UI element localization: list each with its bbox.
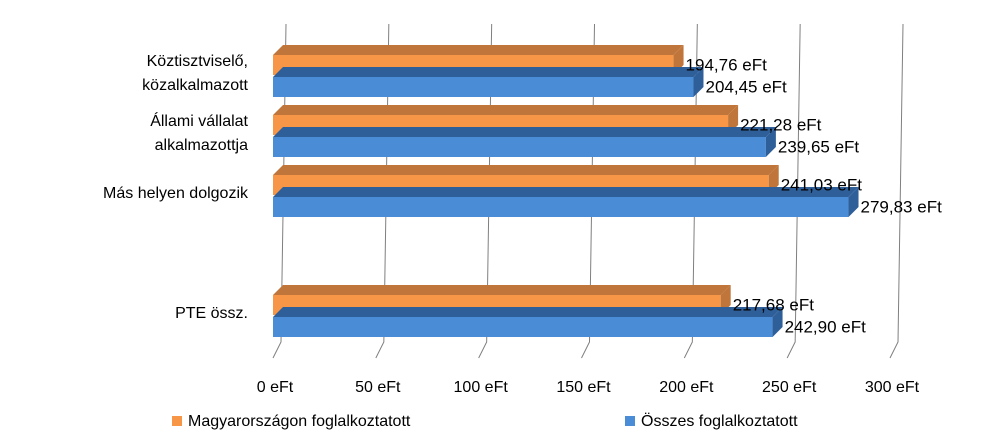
x-tick-label-2: 100 eFt — [454, 379, 509, 396]
data-label-s1-c1: 239,65 eFt — [778, 137, 860, 156]
x-tick-label-0: 0 eFt — [257, 379, 294, 396]
bar-top-s0-c2 — [273, 165, 779, 175]
bar-s1-c4 — [273, 317, 773, 337]
category-label-0-1: közalkalmazott — [142, 77, 248, 94]
data-label-s0-c2: 241,03 eFt — [781, 175, 863, 194]
category-labels: Köztisztviselő, közalkalmazott Állami váll… — [103, 53, 249, 322]
category-label-1-1: alkalmazottja — [155, 137, 248, 154]
bar-top-s0-c4 — [273, 285, 731, 295]
data-label-s1-c4: 242,90 eFt — [785, 317, 867, 336]
data-label-s0-c1: 221,28 eFt — [740, 115, 822, 134]
bar-top-s1-c2 — [273, 187, 859, 197]
bar-top-s1-c1 — [273, 127, 776, 137]
x-tick-label-3: 150 eFt — [556, 379, 611, 396]
legend-swatch-1 — [625, 416, 635, 426]
bar-side-s1-c2 — [848, 187, 859, 217]
bar-side-s1-c1 — [765, 127, 776, 157]
x-tick-label-5: 250 eFt — [762, 379, 817, 396]
x-axis-ticks: 0 eFt 50 eFt 100 eFt 150 eFt 200 eFt 250 eFt 3… — [257, 379, 920, 396]
bar-side-s1-c4 — [772, 307, 783, 337]
bar-top-s1-c4 — [273, 307, 783, 317]
bars — [273, 45, 859, 337]
gridline-6 — [889, 23, 904, 359]
legend-label-1: Összes foglalkoztatott — [641, 412, 798, 430]
data-label-s1-c0: 204,45 eFt — [705, 77, 787, 96]
legend-swatch-0 — [172, 416, 182, 426]
bar-s1-c1 — [273, 137, 766, 157]
bar-s1-c2 — [273, 197, 849, 217]
bar-side-s1-c0 — [693, 67, 704, 97]
x-tick-label-1: 50 eFt — [355, 379, 401, 396]
data-labels: 194,76 eFt 204,45 eFt 221,28 eFt 239,65 eFt… — [686, 55, 943, 336]
category-label-0-0: Köztisztviselő, — [147, 53, 248, 70]
bar-top-s0-c0 — [273, 45, 684, 55]
bar-s1-c0 — [273, 77, 694, 97]
data-label-s0-c0: 194,76 eFt — [686, 55, 768, 74]
legend: Magyarországon foglalkoztatott Összes fog… — [172, 412, 798, 430]
legend-label-0: Magyarországon foglalkoztatott — [188, 413, 411, 430]
category-label-1-0: Állami vállalat — [150, 111, 248, 130]
data-label-s0-c4: 217,68 eFt — [733, 295, 815, 314]
bar-top-s0-c1 — [273, 105, 739, 115]
grid-lines — [272, 23, 904, 359]
data-label-s1-c2: 279,83 eFt — [861, 197, 943, 216]
category-label-4-0: PTE össz. — [175, 305, 248, 322]
x-tick-label-4: 200 eFt — [659, 379, 714, 396]
x-tick-label-6: 300 eFt — [865, 379, 920, 396]
bar-top-s1-c0 — [273, 67, 704, 77]
gridline-5 — [786, 23, 801, 359]
category-label-2-0: Más helyen dolgozik — [103, 185, 249, 202]
